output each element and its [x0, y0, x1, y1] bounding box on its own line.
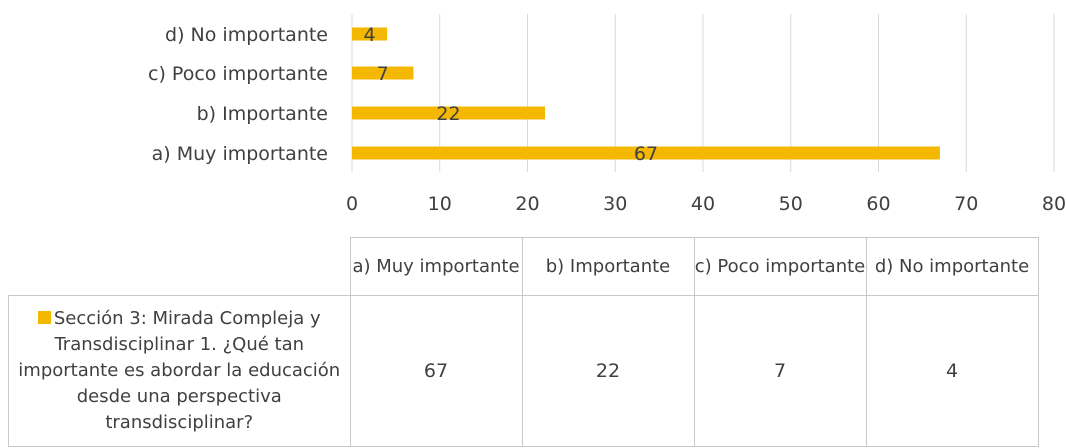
- table-row: Sección 3: Mirada Compleja y Transdiscip…: [8, 295, 1039, 447]
- data-label: 4: [364, 24, 376, 46]
- data-label: 7: [377, 63, 389, 85]
- bar: [352, 106, 546, 120]
- category-label: d) No importante: [165, 24, 328, 46]
- x-tick-label: 50: [779, 193, 803, 215]
- table-corner: [8, 237, 351, 296]
- x-tick-label: 0: [346, 193, 358, 215]
- category-label: a) Muy importante: [152, 143, 328, 165]
- category-labels: a) Muy importante b) Importante c) Poco im…: [148, 24, 328, 165]
- data-table: a) Muy importante b) Importante c) Poco …: [8, 237, 1039, 447]
- table-value-a: 67: [349, 295, 523, 447]
- data-label: 67: [634, 143, 658, 165]
- data-label: 22: [436, 103, 460, 125]
- x-tick-label: 70: [954, 193, 978, 215]
- table-header-c: c) Poco importante: [693, 237, 867, 296]
- series-label-cell: Sección 3: Mirada Compleja y Transdiscip…: [8, 295, 351, 447]
- gridlines: [351, 14, 1055, 172]
- bar: [352, 66, 414, 80]
- bar: [352, 146, 940, 160]
- series-label: Sección 3: Mirada Compleja y Transdiscip…: [18, 308, 341, 433]
- x-tick-label: 10: [428, 193, 452, 215]
- x-tick-label: 60: [866, 193, 890, 215]
- x-tick-label: 80: [1042, 193, 1066, 215]
- data-labels: 67 22 74: [364, 24, 659, 165]
- bar-chart: a) Muy importante b) Importante c) Poco im…: [148, 14, 1066, 215]
- bar: [352, 27, 388, 41]
- bars: [352, 27, 940, 160]
- x-axis-tick-labels: 0 10 20 30 40 50 60 70 80: [346, 193, 1066, 215]
- x-tick-label: 20: [515, 193, 539, 215]
- table-value-b: 22: [521, 295, 695, 447]
- legend-swatch: [37, 311, 51, 324]
- table-header-row: a) Muy importante b) Importante c) Poco …: [8, 237, 1039, 296]
- x-tick-label: 30: [603, 193, 627, 215]
- table-header-d: d) No importante: [865, 237, 1039, 296]
- x-tick-label: 40: [691, 193, 715, 215]
- category-label: b) Importante: [197, 103, 328, 125]
- table-value-c: 7: [693, 295, 867, 447]
- table-value-d: 4: [865, 295, 1039, 447]
- table-header-b: b) Importante: [521, 237, 695, 296]
- table-header-a: a) Muy importante: [349, 237, 523, 296]
- category-label: c) Poco importante: [148, 63, 328, 85]
